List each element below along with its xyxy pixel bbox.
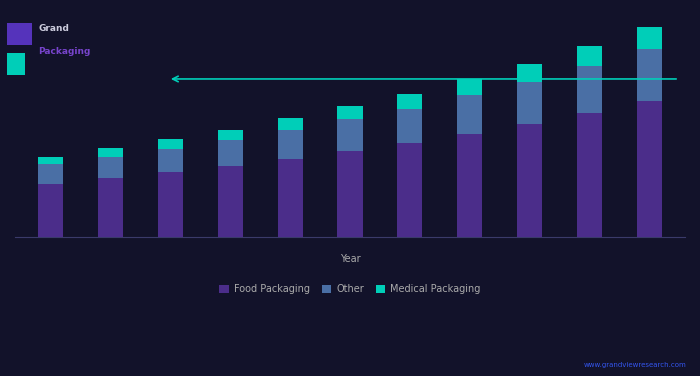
Bar <box>636 49 662 101</box>
Bar <box>98 148 123 157</box>
Bar <box>38 157 64 164</box>
Text: Grand: Grand <box>38 24 69 33</box>
Bar <box>158 172 183 237</box>
Bar <box>98 157 123 178</box>
Bar <box>398 143 422 237</box>
Bar <box>218 166 243 237</box>
Bar <box>577 46 602 66</box>
Bar <box>218 130 243 141</box>
Bar <box>457 96 482 134</box>
Text: Year: Year <box>340 254 360 264</box>
Bar <box>398 94 422 109</box>
Bar <box>158 139 183 149</box>
Text: Packaging: Packaging <box>38 47 91 56</box>
Bar <box>337 119 363 151</box>
Bar <box>218 141 243 166</box>
Legend: Food Packaging, Other, Medical Packaging: Food Packaging, Other, Medical Packaging <box>216 280 484 298</box>
Bar <box>337 106 363 119</box>
Bar <box>517 64 542 82</box>
Bar <box>38 183 64 237</box>
Bar <box>457 134 482 237</box>
Text: www.grandviewresearch.com: www.grandviewresearch.com <box>583 362 686 368</box>
Bar <box>517 82 542 124</box>
Bar <box>98 178 123 237</box>
Bar <box>457 79 482 96</box>
Bar <box>278 118 302 130</box>
Bar <box>158 149 183 172</box>
Bar <box>337 151 363 237</box>
Bar <box>577 66 602 113</box>
Bar <box>278 159 302 237</box>
Bar <box>577 113 602 237</box>
Bar <box>38 164 64 183</box>
Bar <box>398 109 422 143</box>
Bar <box>636 101 662 237</box>
Bar <box>517 124 542 237</box>
Bar <box>636 27 662 49</box>
Bar <box>278 130 302 159</box>
